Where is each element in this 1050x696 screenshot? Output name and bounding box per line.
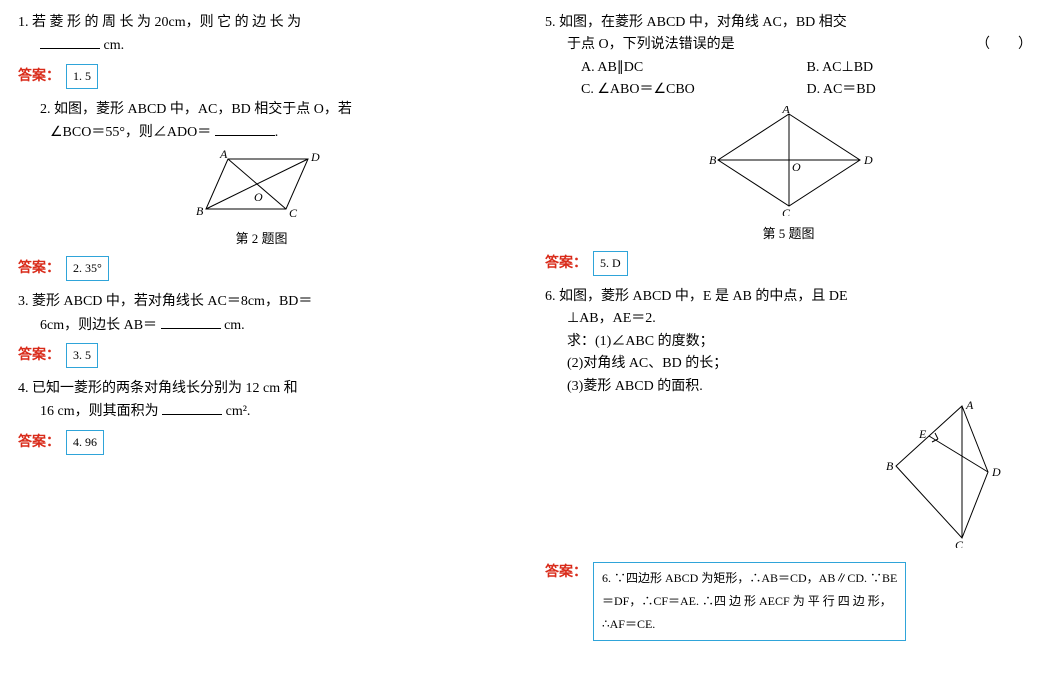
svg-text:O: O: [254, 190, 263, 204]
q5-line2: 于点 O，下列说法错误的是: [567, 34, 976, 56]
q5-optA: A. AB∥DC: [581, 57, 807, 79]
answer-label: 答案：: [18, 432, 60, 454]
ans6-l1: 6. ∵四边形 ABCD 为矩形，∴AB＝CD，AB∥CD. ∵BE: [602, 567, 897, 590]
problem-2: 2. 如图，菱形 ABCD 中，AC，BD 相交于点 O，若 ∠BCO＝55°，…: [18, 99, 505, 250]
ans6-l3: ∴AF＝CE.: [602, 613, 897, 636]
answer-box-5: 5. D: [593, 251, 628, 276]
svg-text:A: A: [781, 106, 790, 116]
problem-6: 6. 如图，菱形 ABCD 中，E 是 AB 的中点，且 DE ⊥AB，AE＝2…: [545, 286, 1032, 556]
q1-line2: cm.: [18, 34, 505, 57]
problem-5: 5. 如图，在菱形 ABCD 中，对角线 AC，BD 相交 于点 O，下列说法错…: [545, 12, 1032, 245]
rhombus-diagram-6: A B C D E: [862, 398, 1002, 548]
q6-line3: 求：(1)∠ABC 的度数；: [545, 331, 1032, 353]
answer-1: 答案： 1. 5: [18, 64, 505, 89]
answer-label: 答案：: [18, 258, 60, 280]
answer-box-6: 6. ∵四边形 ABCD 为矩形，∴AB＝CD，AB∥CD. ∵BE ＝DF，∴…: [593, 562, 906, 640]
q3-line1: 3. 菱形 ABCD 中，若对角线长 AC＝8cm，BD＝: [18, 291, 505, 313]
q6-line4: (2)对角线 AC、BD 的长；: [545, 353, 1032, 375]
q4-pre: 16 cm，则其面积为: [40, 404, 162, 419]
problem-3: 3. 菱形 ABCD 中，若对角线长 AC＝8cm，BD＝ 6cm，则边长 AB…: [18, 291, 505, 337]
q5-caption: 第 5 题图: [545, 224, 1032, 245]
q2-figure: A D B C O 第 2 题图: [18, 149, 505, 250]
svg-text:C: C: [781, 206, 790, 216]
answer-label: 答案：: [18, 66, 60, 88]
rhombus-diagram-2: A D B C O: [192, 149, 332, 221]
answer-label: 答案：: [545, 253, 587, 275]
svg-text:D: D: [310, 150, 320, 164]
svg-text:B: B: [709, 153, 717, 167]
answer-box-2: 2. 35°: [66, 256, 109, 281]
answer-label: 答案：: [18, 345, 60, 367]
q5-options: A. AB∥DC B. AC⊥BD C. ∠ABO＝∠CBO D. AC＝BD: [545, 57, 1032, 102]
q6-line5: (3)菱形 ABCD 的面积.: [545, 376, 1032, 398]
q4-line2: 16 cm，则其面积为 cm².: [18, 400, 505, 423]
right-column: 5. 如图，在菱形 ABCD 中，对角线 AC，BD 相交 于点 O，下列说法错…: [545, 12, 1032, 651]
q4-line1: 4. 已知一菱形的两条对角线长分别为 12 cm 和: [18, 378, 505, 400]
q6-figure: A B C D E: [545, 398, 1032, 556]
q2-line2: ∠BCO＝55°，则∠ADO＝ .: [18, 121, 505, 144]
q2-line1: 2. 如图，菱形 ABCD 中，AC，BD 相交于点 O，若: [18, 99, 505, 121]
answer-5: 答案： 5. D: [545, 251, 1032, 276]
svg-text:D: D: [863, 153, 873, 167]
svg-text:O: O: [792, 160, 801, 174]
answer-4: 答案： 4. 96: [18, 430, 505, 455]
svg-text:E: E: [918, 427, 927, 441]
q1-blank: [40, 34, 100, 49]
q2-pre: ∠BCO＝55°，则∠ADO＝: [50, 125, 215, 140]
q1-tail: cm.: [100, 38, 124, 53]
q5-optD: D. AC＝BD: [807, 79, 1033, 101]
answer-label: 答案：: [545, 562, 587, 584]
svg-text:C: C: [955, 538, 964, 548]
q4-blank: [162, 400, 222, 415]
svg-text:B: B: [196, 204, 204, 218]
q5-optC: C. ∠ABO＝∠CBO: [581, 79, 807, 101]
rhombus-diagram-5: A B C D O: [704, 106, 874, 216]
svg-text:C: C: [289, 206, 298, 220]
answer-2: 答案： 2. 35°: [18, 256, 505, 281]
svg-text:D: D: [991, 465, 1001, 479]
problem-1: 1. 若 菱 形 的 周 长 为 20cm，则 它 的 边 长 为 cm.: [18, 12, 505, 58]
q2-post: .: [275, 125, 279, 140]
problem-4: 4. 已知一菱形的两条对角线长分别为 12 cm 和 16 cm，则其面积为 c…: [18, 378, 505, 424]
answer-3: 答案： 3. 5: [18, 343, 505, 368]
q5-optB: B. AC⊥BD: [807, 57, 1033, 79]
q1-line1: 1. 若 菱 形 的 周 长 为 20cm，则 它 的 边 长 为: [18, 12, 505, 34]
q3-post: cm.: [221, 318, 245, 333]
svg-text:A: A: [219, 149, 228, 161]
ans6-l2: ＝DF，∴CF＝AE. ∴四 边 形 AECF 为 平 行 四 边 形，: [602, 590, 897, 613]
answer-box-3: 3. 5: [66, 343, 98, 368]
svg-text:A: A: [965, 398, 974, 412]
q5-figure: A B C D O 第 5 题图: [545, 106, 1032, 245]
q5-line2-row: 于点 O，下列说法错误的是 （ ）: [545, 34, 1032, 56]
q4-post: cm².: [222, 404, 250, 419]
q3-blank: [161, 314, 221, 329]
q2-caption: 第 2 题图: [18, 229, 505, 250]
svg-text:B: B: [886, 459, 894, 473]
q5-paren: （ ）: [976, 34, 1032, 56]
q6-line2: ⊥AB，AE＝2.: [545, 308, 1032, 330]
q3-pre: 6cm，则边长 AB＝: [40, 318, 161, 333]
left-column: 1. 若 菱 形 的 周 长 为 20cm，则 它 的 边 长 为 cm. 答案…: [18, 12, 505, 651]
q5-line1: 5. 如图，在菱形 ABCD 中，对角线 AC，BD 相交: [545, 12, 1032, 34]
q3-line2: 6cm，则边长 AB＝ cm.: [18, 314, 505, 337]
answer-box-4: 4. 96: [66, 430, 104, 455]
answer-box-1: 1. 5: [66, 64, 98, 89]
answer-6: 答案： 6. ∵四边形 ABCD 为矩形，∴AB＝CD，AB∥CD. ∵BE ＝…: [545, 562, 1032, 640]
q2-blank: [215, 121, 275, 136]
q6-line1: 6. 如图，菱形 ABCD 中，E 是 AB 的中点，且 DE: [545, 286, 1032, 308]
